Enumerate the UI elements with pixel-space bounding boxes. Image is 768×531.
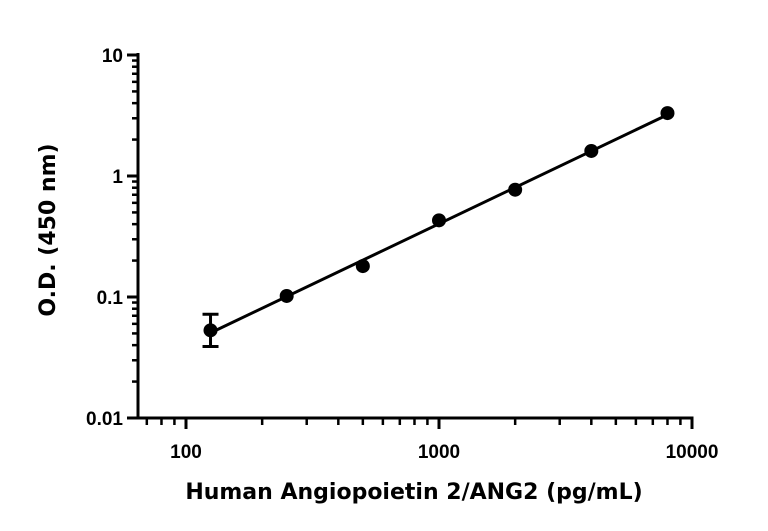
y-tick-labels: 0.01 0.1 1 10 xyxy=(86,46,123,430)
major-ticks xyxy=(127,53,694,429)
x-tick-label: 10000 xyxy=(666,442,719,463)
data-point xyxy=(660,106,675,121)
data-point xyxy=(355,259,370,274)
x-axis-title: Human Angiopoietin 2/ANG2 (pg/mL) xyxy=(185,480,642,505)
x-tick-label: 1000 xyxy=(418,442,460,463)
y-tick-label: 0.01 xyxy=(86,409,123,430)
y-axis-title: O.D. (450 nm) xyxy=(36,143,61,316)
data-point xyxy=(432,213,446,228)
x-tick-labels: 100 1000 10000 xyxy=(170,442,718,463)
y-tick-label: 1 xyxy=(112,167,123,188)
data-point xyxy=(508,182,523,197)
data-point xyxy=(279,288,294,303)
y-tick-label: 0.1 xyxy=(97,288,124,309)
minor-ticks xyxy=(132,59,682,425)
data-point xyxy=(584,143,599,158)
y-tick-label: 10 xyxy=(102,46,123,67)
data-points xyxy=(203,106,675,338)
x-tick-label: 100 xyxy=(170,442,202,463)
data-point xyxy=(203,323,218,338)
